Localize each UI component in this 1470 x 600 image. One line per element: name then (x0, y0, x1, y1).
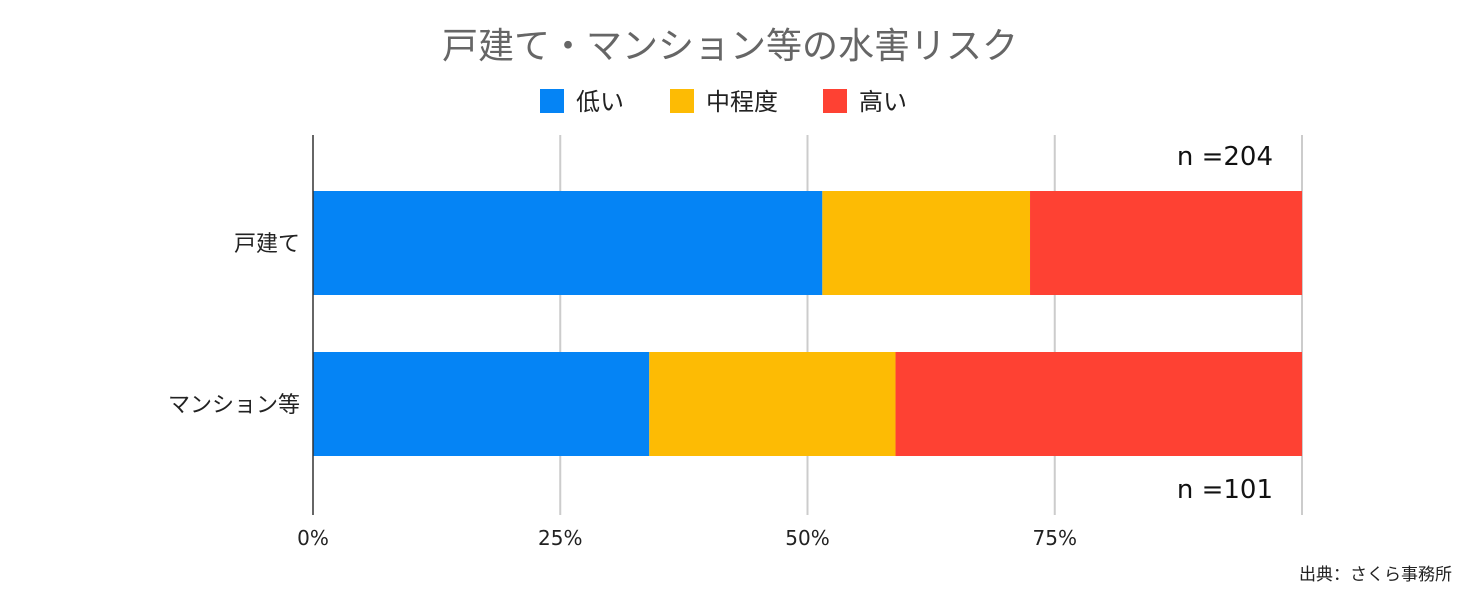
legend-swatch (540, 89, 564, 113)
bar-segment-0-1 (822, 191, 1031, 295)
x-tick-label: 50% (785, 526, 829, 550)
tick-labels: 0% 25% 50% 75% (297, 526, 1077, 550)
bars (313, 191, 1302, 456)
bar-segment-0-0 (313, 191, 823, 295)
legend-label: 低い (576, 88, 624, 116)
bar-segment-1-0 (313, 352, 650, 456)
bar-segment-1-1 (649, 352, 896, 456)
legend-swatch (823, 89, 847, 113)
bar-segment-1-2 (895, 352, 1302, 456)
x-tick-label: 75% (1033, 526, 1077, 550)
legend-swatch (670, 89, 694, 113)
legend-label: 高い (859, 88, 907, 116)
chart-title: 戸建て・マンション等の水害リスク (442, 26, 1018, 67)
legend: 低い 中程度 高い (540, 88, 907, 116)
category-label: 戸建て (234, 232, 300, 257)
legend-label: 中程度 (706, 88, 778, 116)
bar-segment-0-2 (1030, 191, 1302, 295)
source-credit: 出典：さくら事務所 (1299, 565, 1452, 585)
category-label: マンション等 (168, 393, 300, 418)
x-tick-label: 25% (538, 526, 582, 550)
n-annotation-bottom: n =101 (1177, 475, 1273, 505)
n-annotation-top: n =204 (1177, 142, 1273, 172)
x-tick-label: 0% (297, 526, 329, 550)
